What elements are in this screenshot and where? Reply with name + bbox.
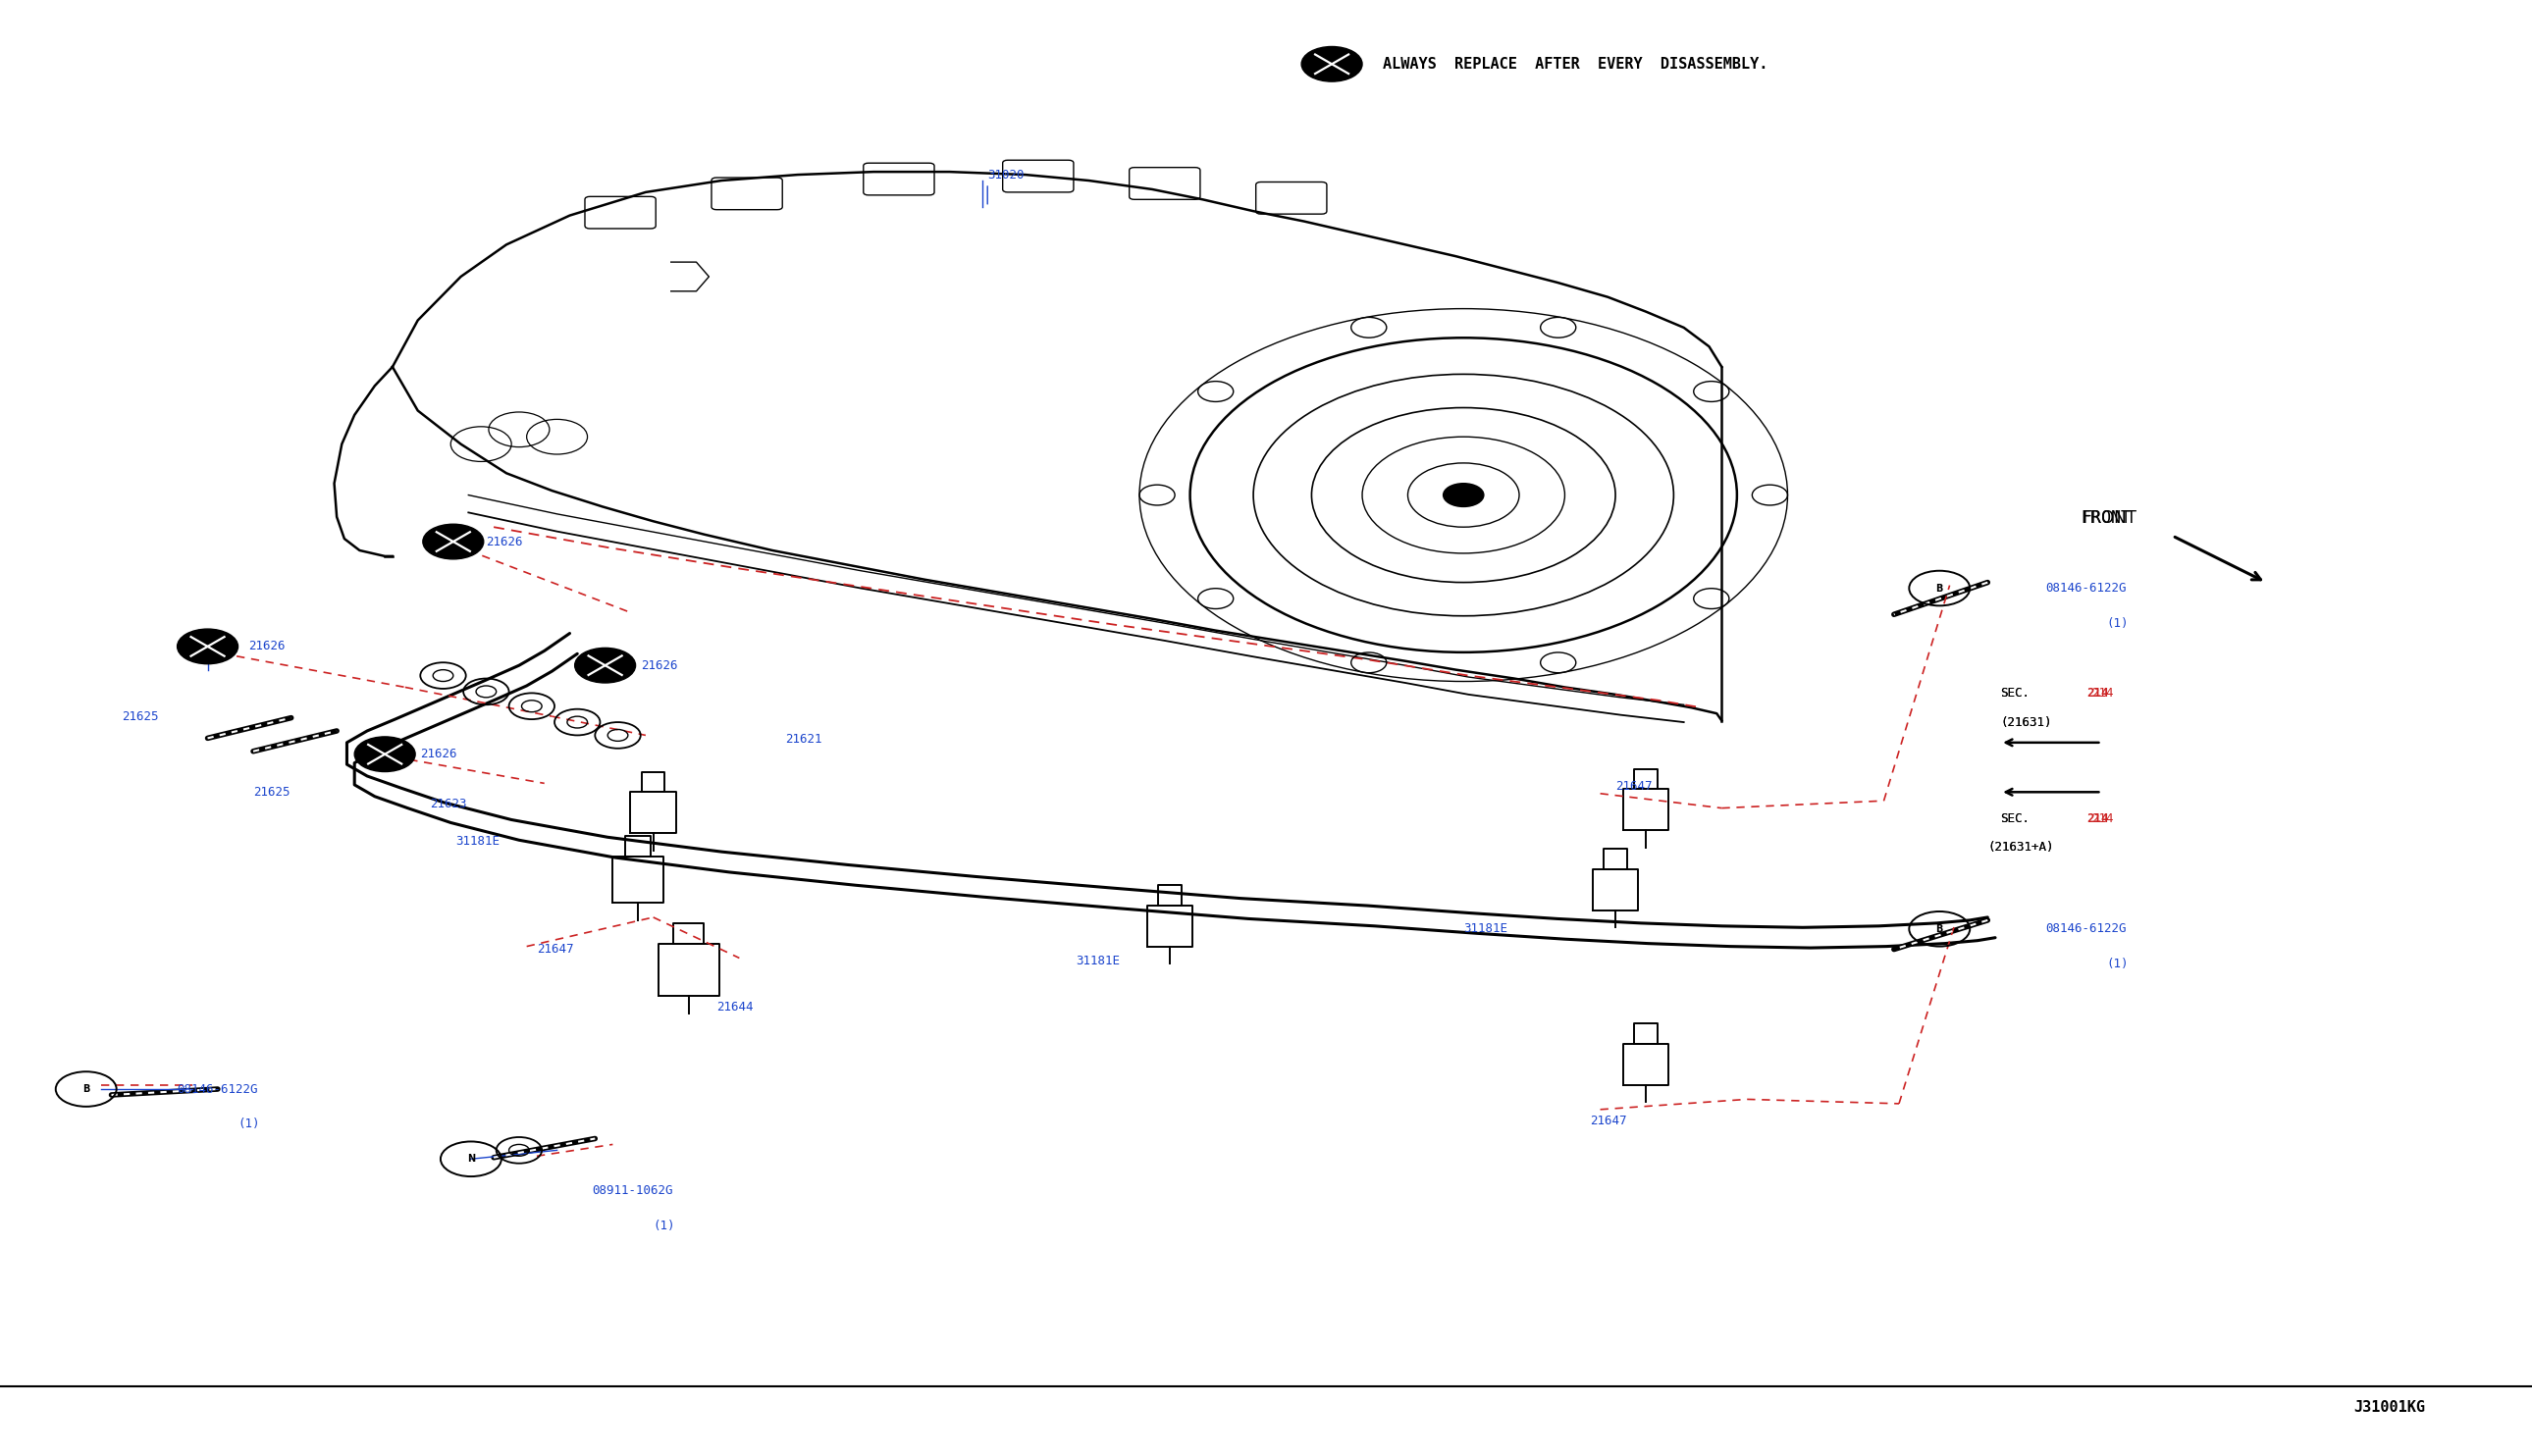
Text: 31020: 31020 — [987, 169, 1025, 181]
Text: SEC.: SEC. — [2000, 812, 2031, 824]
Circle shape — [575, 648, 636, 683]
Text: 214: 214 — [2086, 687, 2109, 699]
Text: 21626: 21626 — [486, 536, 524, 547]
Text: SEC.: SEC. — [2000, 687, 2031, 699]
Circle shape — [423, 524, 484, 559]
Text: 08146-6122G: 08146-6122G — [177, 1083, 258, 1095]
Text: 214: 214 — [2091, 687, 2114, 699]
Text: 31181E: 31181E — [456, 836, 499, 847]
Text: 21626: 21626 — [420, 748, 458, 760]
Text: 21644: 21644 — [717, 1002, 755, 1013]
Text: (21631+A): (21631+A) — [1988, 842, 2053, 853]
Text: 21626: 21626 — [248, 641, 286, 652]
Text: B: B — [1937, 584, 1942, 593]
Text: FRONT: FRONT — [2081, 510, 2137, 527]
Text: 21621: 21621 — [785, 734, 823, 745]
Text: ALWAYS  REPLACE  AFTER  EVERY  DISASSEMBLY.: ALWAYS REPLACE AFTER EVERY DISASSEMBLY. — [1382, 57, 1767, 71]
Text: 214: 214 — [2086, 812, 2109, 824]
Text: (1): (1) — [2107, 617, 2129, 629]
Text: (1): (1) — [238, 1118, 261, 1130]
Text: (21631): (21631) — [2000, 716, 2051, 728]
Circle shape — [1443, 483, 1484, 507]
Text: 21647: 21647 — [1615, 780, 1653, 792]
Text: 08146-6122G: 08146-6122G — [2046, 923, 2127, 935]
Text: 21625: 21625 — [253, 786, 291, 798]
Text: 21623: 21623 — [430, 798, 468, 810]
Text: SEC.: SEC. — [2000, 687, 2031, 699]
Text: (21631+A): (21631+A) — [1988, 842, 2053, 853]
Text: 08911-1062G: 08911-1062G — [592, 1185, 674, 1197]
Text: 21625: 21625 — [122, 711, 160, 722]
Text: 31181E: 31181E — [1076, 955, 1119, 967]
Text: 08146-6122G: 08146-6122G — [2046, 582, 2127, 594]
Text: (1): (1) — [653, 1220, 676, 1232]
Text: (21631): (21631) — [2000, 716, 2051, 728]
Text: 214: 214 — [2091, 812, 2114, 824]
Text: 21647: 21647 — [537, 943, 575, 955]
Text: SEC.: SEC. — [2000, 812, 2031, 824]
Text: 21626: 21626 — [641, 660, 679, 671]
Text: 31181E: 31181E — [1463, 923, 1507, 935]
Circle shape — [1301, 47, 1362, 82]
Circle shape — [354, 737, 415, 772]
Text: N: N — [466, 1155, 476, 1163]
Text: J31001KG: J31001KG — [2355, 1401, 2426, 1415]
Text: FRONT: FRONT — [2081, 510, 2129, 527]
Text: B: B — [1937, 925, 1942, 933]
Circle shape — [177, 629, 238, 664]
Text: B: B — [84, 1085, 89, 1093]
Text: (1): (1) — [2107, 958, 2129, 970]
Text: 21647: 21647 — [1590, 1115, 1628, 1127]
